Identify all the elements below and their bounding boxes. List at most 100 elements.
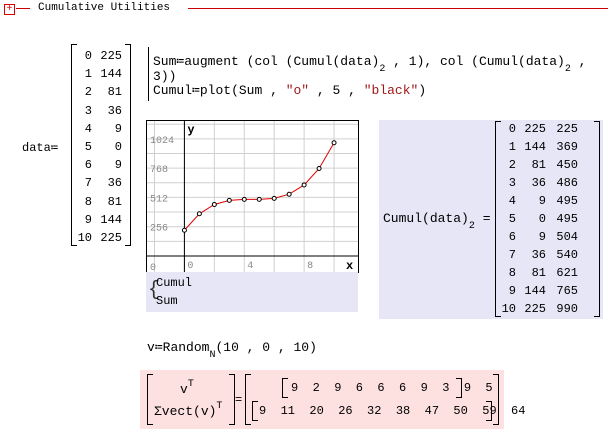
y-axis-label: y: [187, 123, 194, 137]
x-tick-label: 8: [307, 261, 313, 272]
y-tick-label: 0: [150, 263, 156, 273]
data-point: [286, 191, 292, 197]
x-tick-label: 0: [187, 261, 193, 272]
matrix-row: 8 81: [72, 195, 130, 209]
matrix-row: 8 81 621: [496, 266, 599, 280]
data-matrix[interactable]: 0 225 1 144 2 81 3 36 4 9 5 0 6 9 7 36 8 81 9 144 10 225: [71, 44, 131, 246]
matrix-row: 3 36: [72, 104, 130, 118]
matrix-cell: 765: [556, 284, 578, 298]
matrix-cell: 8: [84, 194, 92, 209]
matrix-cell: 1: [508, 140, 516, 154]
matrix-cell: 1: [84, 67, 92, 82]
matrix-cell: 144: [100, 212, 122, 227]
plot-legend[interactable]: { Cumul Sum: [146, 272, 358, 312]
matrix-cell: 10: [501, 302, 516, 316]
data-point: [271, 195, 277, 201]
matrix-cell: 9: [508, 284, 516, 298]
matrix-cell: 225: [100, 231, 122, 245]
matrix-row: 2 81: [72, 85, 130, 99]
matrix-cell: 81: [531, 158, 546, 172]
matrix-cell: 0: [114, 140, 122, 154]
y-tick-label: 256: [150, 224, 168, 235]
matrix-cell: 36: [531, 176, 546, 190]
matrix-row: 9 144 765: [496, 284, 599, 298]
matrix-cell: 2: [508, 158, 516, 172]
matrix-cell: 0: [84, 49, 92, 63]
matrix-cell: 495: [556, 194, 578, 208]
matrix-cell: 4: [84, 121, 92, 136]
matrix-row: 10 225 990: [496, 302, 599, 316]
matrix-cell: 0: [538, 212, 546, 226]
legend-brace: {: [148, 279, 161, 302]
matrix-cell: 4: [508, 194, 516, 208]
sum-definition[interactable]: Sum≔augment (col (Cumul(data)2 , 1), col…: [153, 54, 587, 84]
matrix-cell: 9: [538, 194, 546, 208]
cumsum-row: 9 11 20 26 32 38 47 50 59 64: [259, 404, 526, 418]
assign-op: ≔: [50, 141, 59, 155]
matrix-cell: 10: [77, 231, 92, 245]
cumul-plot[interactable]: 0 256 512 768 1024 0 4 8 x y: [146, 120, 359, 273]
matrix-cell: 2: [84, 85, 92, 100]
matrix-cell: 225: [100, 49, 122, 63]
matrix-cell: 81: [107, 194, 122, 209]
header-rule-right: [188, 8, 608, 9]
data-point: [316, 165, 322, 171]
matrix-row: 4 9 495: [496, 194, 599, 208]
y-tick-label: 1024: [150, 136, 174, 147]
matrix-cell: 144: [524, 140, 546, 154]
matrix-cell: 225: [524, 122, 546, 136]
matrix-row: 6 9 504: [496, 230, 599, 244]
series-line: [184, 142, 335, 231]
matrix-row: 7 36: [72, 176, 130, 190]
matrix-cell: 5: [508, 212, 516, 226]
cumul-definition[interactable]: Cumul≔plot(Sum , "o" , 5 , "black"): [153, 83, 427, 98]
data-point: [196, 211, 202, 217]
matrix-cell: 495: [556, 212, 578, 226]
matrix-cell: 225: [556, 122, 578, 136]
data-point: [211, 202, 217, 208]
matrix-row: 9 144: [72, 213, 130, 227]
matrix-cell: 486: [556, 176, 578, 190]
matrix-row: 2 81 450: [496, 158, 599, 172]
data-definition[interactable]: data≔: [22, 140, 58, 155]
matrix-cell: 225: [524, 302, 546, 316]
data-point: [256, 196, 262, 202]
matrix-cell: 81: [107, 85, 122, 100]
data-point: [181, 227, 187, 233]
vector-result-region[interactable]: [140, 370, 504, 429]
matrix-cell: 450: [556, 158, 578, 172]
matrix-cell: 369: [556, 140, 578, 154]
equals-sign: =: [235, 393, 243, 407]
matrix-cell: 36: [107, 103, 122, 118]
vector-lhs-matrix: vT Σvect(v)T: [147, 374, 235, 425]
cumul-result-label: Cumul(data)2 =: [383, 211, 491, 232]
matrix-cell: 621: [556, 266, 578, 280]
vector-rhs-matrix: 9 2 9 6 6 6 9 3 9 5 9 11 20 26 32 38 47 …: [245, 374, 525, 425]
matrix-row: 0 225: [72, 49, 130, 63]
matrix-cell: 990: [556, 302, 578, 316]
matrix-cell: 6: [84, 158, 92, 173]
data-point: [301, 182, 307, 188]
matrix-cell: 3: [84, 103, 92, 118]
random-definition[interactable]: v≔RandomN(10 , 0 , 10): [147, 340, 317, 361]
y-tick-label: 768: [150, 165, 168, 176]
region-title: Cumulative Utilities: [38, 2, 171, 14]
matrix-row: 10 225: [72, 231, 130, 245]
header-rule-left: [16, 8, 30, 9]
cumul-result-region[interactable]: [379, 120, 603, 319]
matrix-cell: 504: [556, 230, 578, 244]
legend-item: Sum: [156, 294, 178, 308]
matrix-row: 0 225 225: [496, 122, 599, 136]
matrix-cell: 36: [531, 248, 546, 262]
matrix-cell: 9: [114, 158, 122, 173]
matrix-cell: 36: [107, 176, 122, 191]
data-point: [241, 196, 247, 202]
matrix-row: 1 144: [72, 67, 130, 81]
matrix-row: 7 36 540: [496, 248, 599, 262]
plus-box-icon[interactable]: +: [4, 4, 15, 15]
data-point: [226, 197, 232, 203]
data-point: [331, 140, 337, 146]
x-tick-label: 4: [247, 261, 253, 272]
